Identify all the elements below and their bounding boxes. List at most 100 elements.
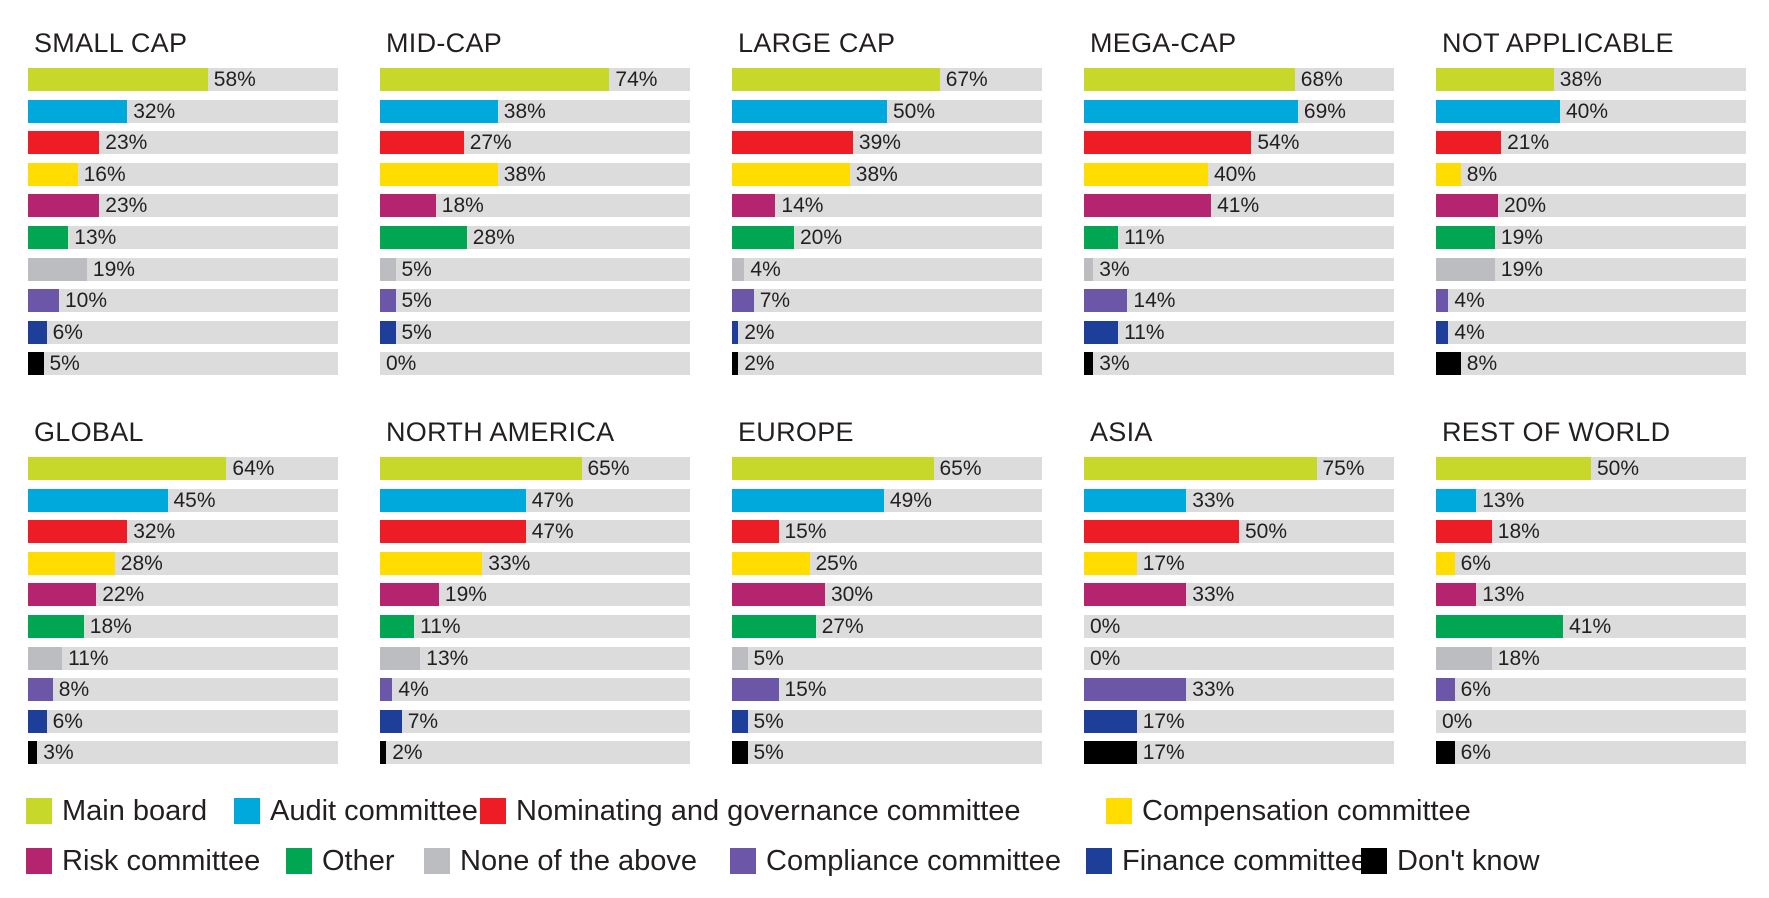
bar-row: 32% (28, 99, 338, 123)
bar-row: 65% (732, 457, 1042, 480)
bar (732, 741, 748, 765)
bar-track (1436, 352, 1746, 376)
data-label: 68% (1300, 68, 1343, 91)
bar-row: 19% (28, 257, 338, 281)
bar (732, 257, 745, 281)
data-label: 40% (1566, 99, 1609, 123)
data-label: 28% (120, 551, 163, 575)
bar (380, 457, 582, 480)
data-label: 6% (1460, 741, 1491, 765)
data-label: 11% (1124, 226, 1165, 249)
bar (1084, 583, 1187, 607)
bar (1084, 551, 1137, 575)
bar-row: 10% (28, 289, 338, 313)
bar (28, 194, 100, 218)
data-label: 33% (1192, 488, 1235, 512)
bar-track (1084, 289, 1394, 313)
data-label: 38% (503, 162, 546, 186)
data-label: 17% (1142, 709, 1185, 733)
data-label: 16% (83, 162, 126, 186)
bar-track (380, 709, 690, 733)
bar-track (380, 194, 690, 218)
bar (1436, 257, 1495, 281)
bar-track (28, 289, 338, 313)
bar (732, 99, 887, 123)
bar (732, 488, 884, 512)
bar-row: 2% (380, 741, 690, 765)
bar-row: 21% (1436, 131, 1746, 155)
bar-track (1084, 615, 1394, 638)
data-label: 19% (1500, 257, 1543, 281)
data-label: 20% (1504, 194, 1547, 218)
bar-row: 38% (380, 162, 690, 186)
legend-label: Other (322, 845, 395, 877)
legend-swatch (1361, 848, 1387, 874)
bar-row: 75% (1084, 457, 1394, 480)
chart-title: NOT APPLICABLE (1442, 28, 1674, 58)
bar (380, 488, 526, 512)
data-label: 64% (232, 457, 275, 480)
bar (1084, 709, 1137, 733)
data-label: 40% (1214, 162, 1257, 186)
bar-track (732, 678, 1042, 702)
data-label: 13% (1482, 488, 1525, 512)
data-label: 4% (398, 678, 429, 702)
data-label: 23% (105, 131, 148, 155)
bar-track (380, 257, 690, 281)
bar (1084, 194, 1212, 218)
bar-track (28, 615, 338, 638)
bar-track (28, 709, 338, 733)
data-label: 2% (744, 320, 775, 344)
bar (732, 520, 779, 544)
data-label: 5% (401, 257, 432, 281)
data-label: 8% (58, 678, 90, 702)
data-label: 0% (1090, 646, 1121, 670)
bar-track (28, 646, 338, 670)
bar (1436, 615, 1564, 638)
bar-track (1436, 709, 1746, 733)
bar (1436, 520, 1492, 544)
bar-track (380, 741, 690, 765)
bar (380, 678, 393, 702)
data-label: 47% (531, 488, 574, 512)
bar (1436, 99, 1560, 123)
bar (28, 646, 63, 670)
bar (28, 551, 115, 575)
bar-track (1084, 257, 1394, 281)
bar-track (1436, 320, 1746, 344)
data-label: 19% (92, 257, 135, 281)
data-label: 15% (784, 520, 827, 544)
bar (1436, 678, 1455, 702)
data-label: 3% (43, 741, 74, 765)
bar-track (1436, 646, 1746, 670)
chart-title: SMALL CAP (34, 28, 188, 58)
legend-label: None of the above (460, 845, 698, 877)
bar-track (1084, 646, 1394, 670)
bar-track (28, 162, 338, 186)
data-label: 49% (889, 488, 932, 512)
bar-row: 33% (1084, 678, 1394, 702)
bar-row: 18% (380, 194, 690, 218)
bar-row: 5% (380, 320, 690, 344)
bar (28, 741, 38, 765)
bar (732, 352, 739, 376)
bar-row: 8% (1436, 162, 1746, 186)
bar (380, 646, 421, 670)
bar (1084, 289, 1128, 313)
bar (1084, 488, 1187, 512)
bar-row: 3% (28, 741, 338, 765)
data-label: 5% (401, 289, 432, 313)
bar (732, 709, 748, 733)
chart-title: NORTH AMERICA (386, 417, 615, 447)
chart-panel: NORTH AMERICA 65% 47% 47% 33% 19% 11% 13% 4% 7% 2% (380, 417, 690, 773)
bar-row: 47% (380, 488, 690, 512)
bar-row: 22% (28, 583, 338, 607)
data-label: 5% (401, 320, 432, 344)
bar (1436, 352, 1461, 376)
bar-track (1436, 131, 1746, 155)
bar-row: 6% (1436, 551, 1746, 575)
legend-label: Compliance committee (766, 845, 1061, 877)
data-label: 75% (1322, 457, 1365, 480)
bar-row: 6% (28, 709, 338, 733)
data-label: 45% (173, 488, 216, 512)
